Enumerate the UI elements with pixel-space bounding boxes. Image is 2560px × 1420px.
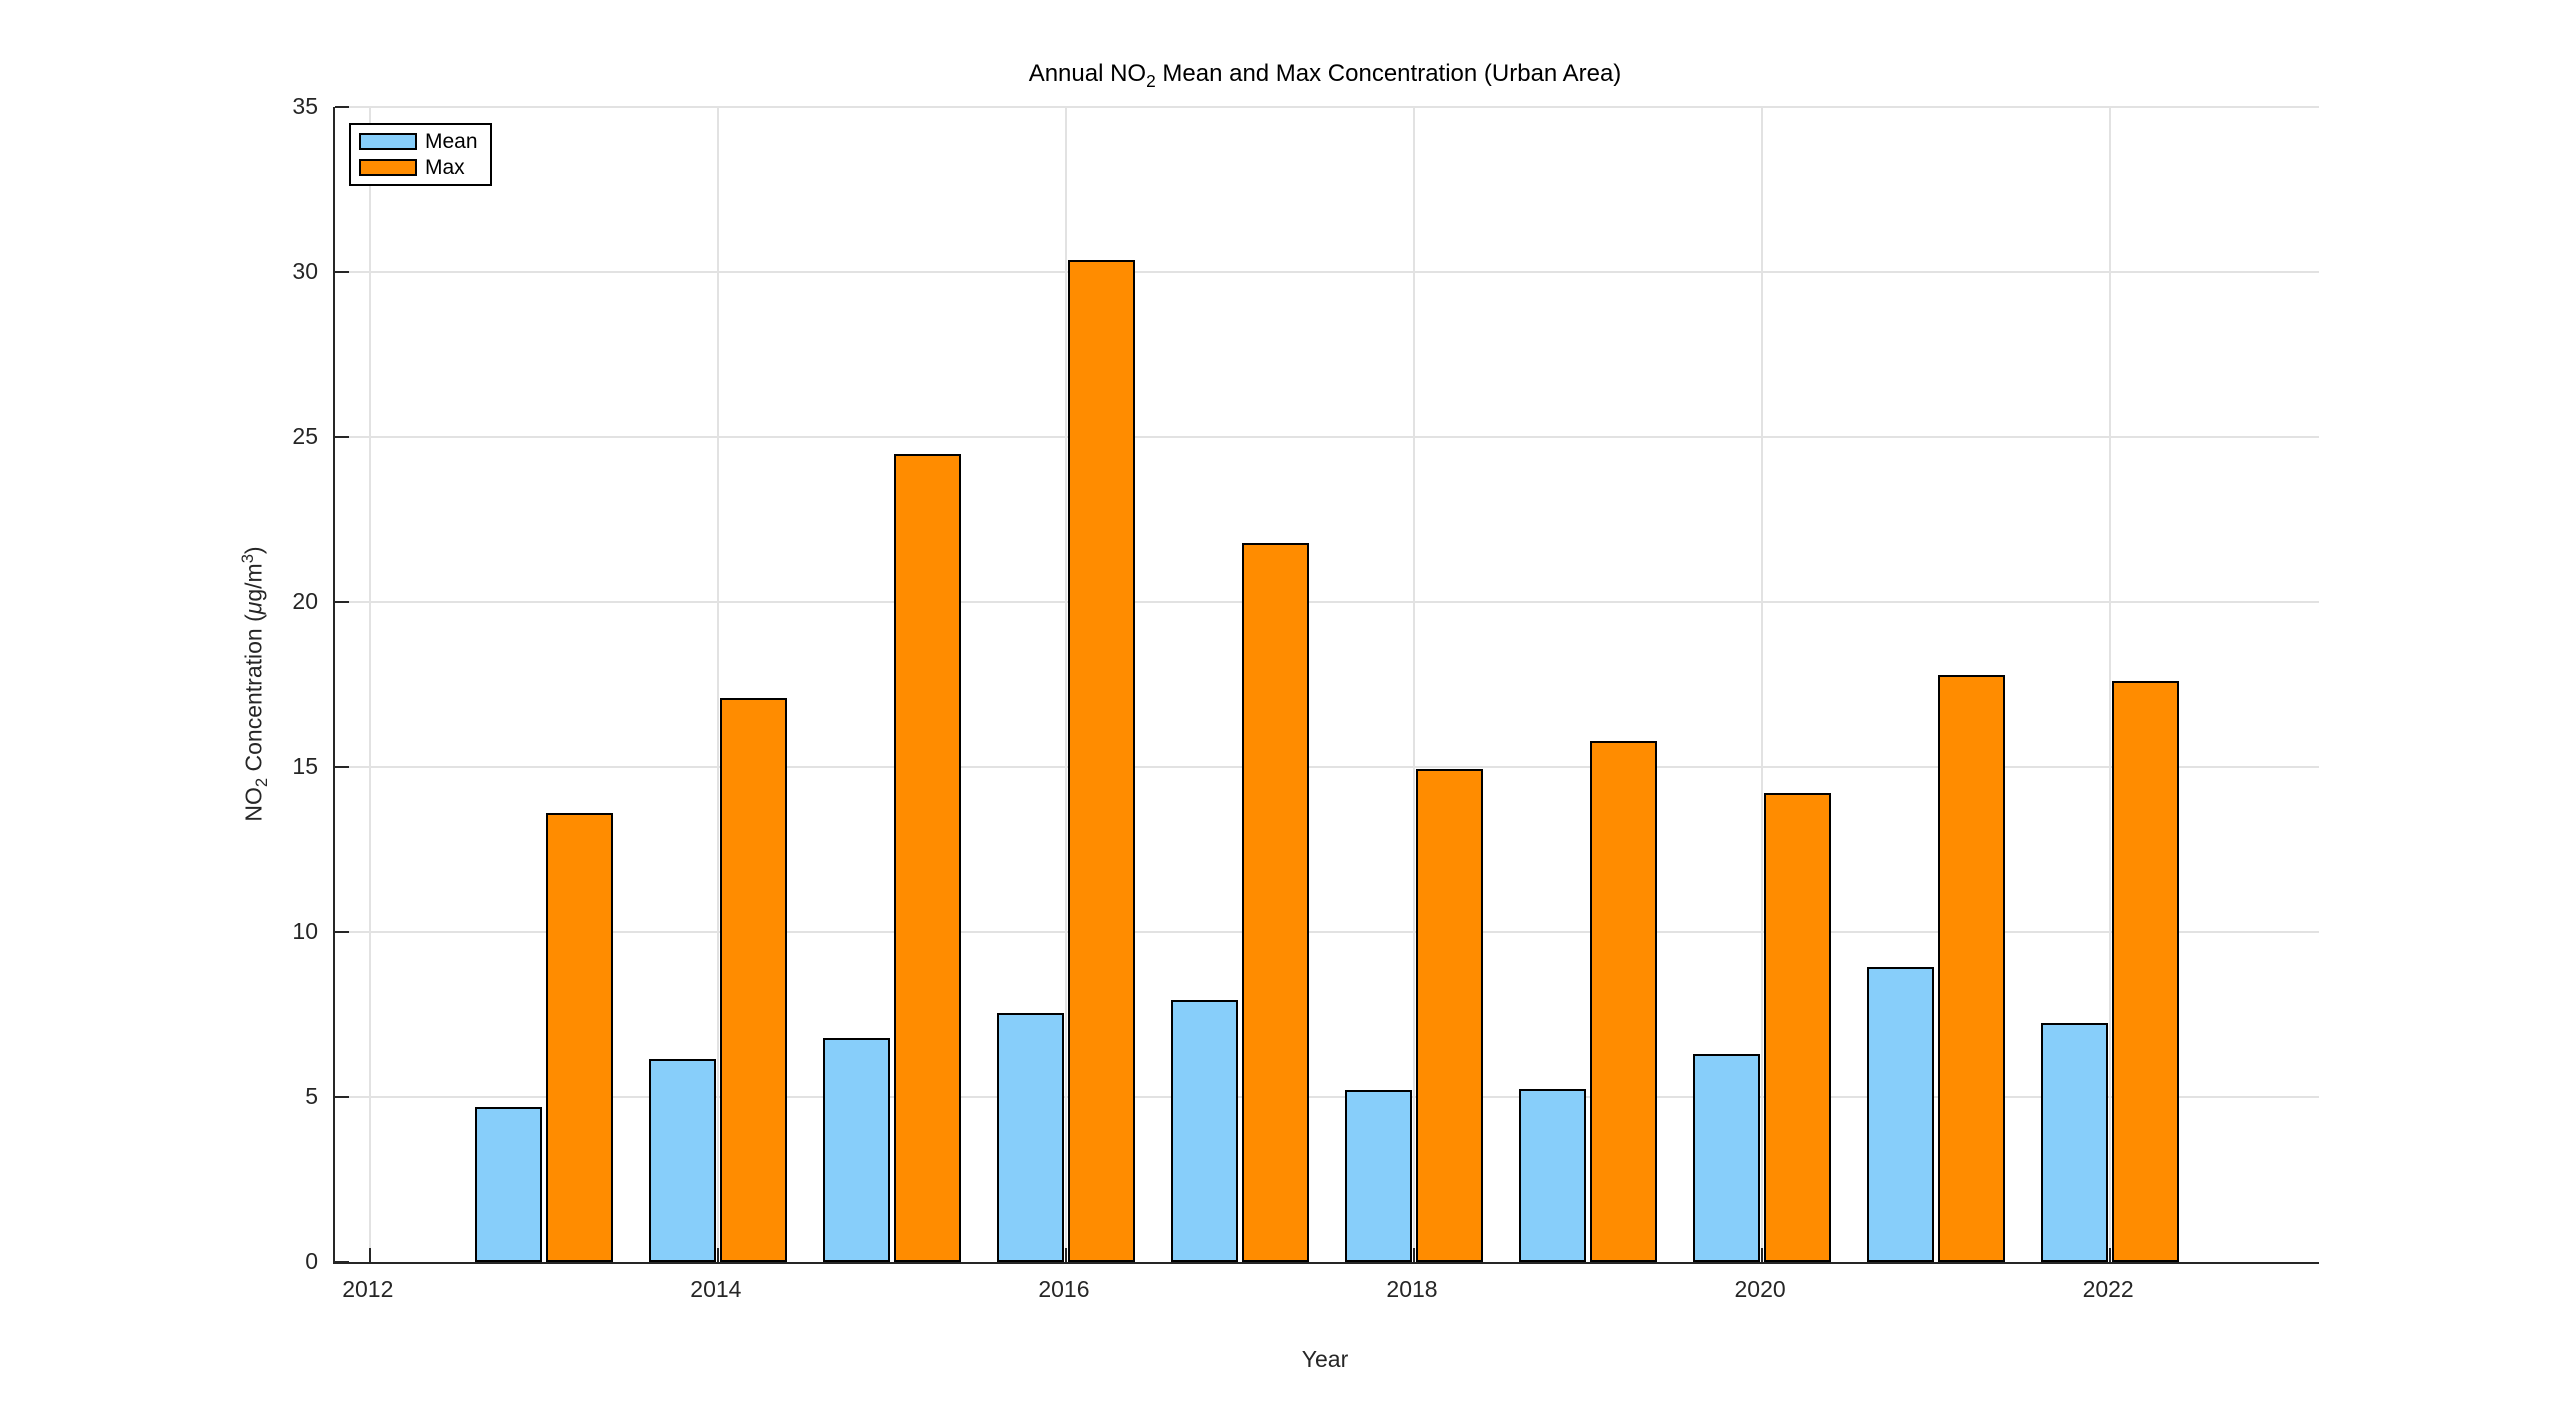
bar-mean-2020 [1692,1054,1760,1262]
gridline-x-2018 [1413,107,1416,1262]
bar-max-2019 [1590,740,1658,1262]
x-tick-2014 [716,1248,719,1262]
x-tick-label-2020: 2020 [1734,1276,1786,1302]
bar-mean-2016 [996,1012,1064,1262]
y-tick-label-5: 5 [305,1083,318,1109]
y-tick-0 [335,1261,349,1263]
chart-title-text-2: Mean and Max Concentration (Urban Area) [1155,60,1622,87]
y-tick-5 [335,1096,349,1098]
bar-mean-2013 [474,1106,542,1262]
y-tick-30 [335,271,349,273]
legend-swatch-max [359,159,417,176]
bar-max-2017 [1242,542,1310,1262]
gridline-y-10 [335,931,2319,933]
x-tick-label-2016: 2016 [1038,1276,1090,1302]
legend-label-max: Max [425,156,465,179]
y-tick-label-10: 10 [292,918,318,944]
y-tick-25 [335,436,349,438]
y-tick-15 [335,766,349,768]
bar-mean-2019 [1518,1088,1586,1262]
legend-entry-max: Max [359,157,478,178]
chart-title-text: Annual NO [1028,60,1147,87]
x-axis-label: Year [1301,1346,1349,1372]
legend: Mean Max [349,123,492,186]
plot-area [333,106,2319,1264]
x-tick-2016 [1064,1248,1067,1262]
legend-swatch-mean [359,133,417,150]
bar-mean-2017 [1170,999,1238,1262]
x-tick-label-2018: 2018 [1386,1276,1438,1302]
gridline-y-5 [335,1096,2319,1098]
y-tick-label-25: 25 [292,423,318,449]
bar-mean-2022 [2041,1022,2109,1262]
bar-max-2022 [2112,681,2180,1262]
y-tick-label-35: 35 [292,93,318,119]
legend-label-mean: Mean [425,130,478,153]
bar-max-2021 [1938,674,2006,1262]
gridline-x-2014 [716,107,719,1262]
gridline-y-15 [335,766,2319,768]
gridline-x-2012 [368,107,371,1262]
bar-mean-2014 [648,1059,716,1262]
gridline-y-30 [335,271,2319,273]
y-tick-35 [335,106,349,108]
bar-max-2015 [894,453,961,1262]
y-tick-10 [335,931,349,933]
gridline-x-2020 [1761,107,1764,1262]
y-tick-label-0: 0 [305,1248,318,1274]
bar-max-2013 [545,813,613,1262]
chart-title: Annual NO2 Mean and Max Concentration (U… [333,60,2317,92]
gridline-y-35 [335,106,2319,108]
bar-max-2020 [1764,793,1832,1262]
x-tick-label-2022: 2022 [2082,1276,2134,1302]
x-tick-2012 [368,1248,371,1262]
x-tick-2018 [1413,1248,1416,1262]
x-tick-2020 [1761,1248,1764,1262]
gridline-x-2022 [2109,107,2112,1262]
bar-max-2016 [1068,260,1136,1262]
bar-max-2014 [719,697,787,1262]
bar-max-2018 [1416,768,1484,1262]
gridline-y-25 [335,436,2319,438]
gridline-y-20 [335,601,2319,603]
legend-entry-mean: Mean [359,131,478,152]
bar-mean-2018 [1344,1090,1412,1262]
x-tick-label-2012: 2012 [342,1276,394,1302]
bar-mean-2021 [1867,966,1935,1262]
bar-mean-2015 [822,1037,890,1262]
x-tick-2022 [2109,1248,2112,1262]
y-tick-label-30: 30 [292,258,318,284]
chart-title-subscript: 2 [1146,70,1156,91]
gridline-x-2016 [1064,107,1067,1262]
x-tick-label-2014: 2014 [690,1276,742,1302]
y-tick-label-20: 20 [292,588,318,614]
y-tick-label-15: 15 [292,753,318,779]
y-tick-20 [335,601,349,603]
